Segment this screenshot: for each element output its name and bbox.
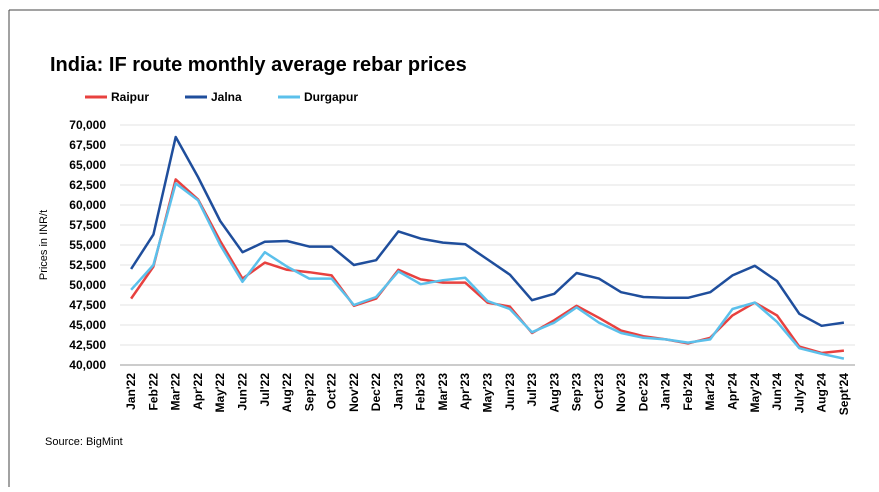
- y-tick-label: 67,500: [69, 138, 106, 152]
- x-tick-label: Jun'23: [503, 373, 517, 411]
- x-tick-label: Jul'22: [258, 373, 272, 407]
- x-tick-label: Nov'23: [614, 373, 628, 412]
- x-tick-label: Jun'22: [236, 373, 250, 411]
- x-tick-label: Jan'22: [124, 373, 138, 410]
- y-tick-label: 45,000: [69, 318, 106, 332]
- y-tick-label: 70,000: [69, 118, 106, 132]
- x-tick-label: Apr'23: [458, 373, 472, 410]
- x-tick-label: Aug'22: [280, 373, 294, 413]
- x-tick-label: Apr'24: [726, 373, 740, 410]
- y-tick-label: 50,000: [69, 278, 106, 292]
- x-tick-label: Mar'24: [703, 373, 717, 411]
- x-tick-label: Mar'22: [169, 373, 183, 411]
- x-tick-label: July'24: [792, 373, 806, 414]
- x-tick-label: Sep'23: [570, 373, 584, 412]
- x-tick-label: Feb'23: [414, 373, 428, 411]
- x-tick-label: May'22: [213, 373, 227, 413]
- x-tick-label: Sep'22: [302, 373, 316, 412]
- x-tick-label: Jan'24: [659, 373, 673, 410]
- chart-title: India: IF route monthly average rebar pr…: [50, 54, 467, 76]
- x-tick-label: Jun'24: [770, 373, 784, 411]
- x-tick-label: May'24: [748, 373, 762, 413]
- x-tick-label: Jan'23: [391, 373, 405, 410]
- y-tick-label: 62,500: [69, 178, 106, 192]
- x-tick-label: Nov'22: [347, 373, 361, 412]
- y-tick-label: 47,500: [69, 298, 106, 312]
- legend-label: Raipur: [111, 90, 149, 104]
- y-tick-label: 40,000: [69, 358, 106, 372]
- x-tick-label: May'23: [481, 373, 495, 413]
- y-tick-label: 55,000: [69, 238, 106, 252]
- x-tick-label: Apr'22: [191, 373, 205, 410]
- source: Source: BigMint: [45, 436, 123, 448]
- x-tick-label: Dec'23: [636, 373, 650, 412]
- legend-label: Durgapur: [304, 90, 358, 104]
- y-tick-label: 57,500: [69, 218, 106, 232]
- y-tick-label: 60,000: [69, 198, 106, 212]
- series-line: [130, 182, 845, 360]
- x-tick-label: Sept'24: [837, 373, 851, 416]
- x-tick-label: Jul'23: [525, 373, 539, 407]
- x-tick-label: Aug'24: [815, 373, 829, 413]
- x-tick-label: Oct'22: [325, 373, 339, 410]
- x-tick-label: Feb'24: [681, 373, 695, 411]
- series-line: [130, 135, 845, 328]
- y-tick-label: 65,000: [69, 158, 106, 172]
- y-axis-label: Prices in INR/t: [38, 210, 50, 280]
- x-tick-label: Feb'22: [146, 373, 160, 411]
- x-tick-label: Mar'23: [436, 373, 450, 411]
- x-tick-label: Aug'23: [547, 373, 561, 413]
- legend-label: Jalna: [211, 90, 242, 104]
- x-tick-label: Oct'23: [592, 373, 606, 410]
- x-tick-label: Dec'22: [369, 373, 383, 412]
- y-tick-label: 42,500: [69, 338, 106, 352]
- y-tick-label: 52,500: [69, 258, 106, 272]
